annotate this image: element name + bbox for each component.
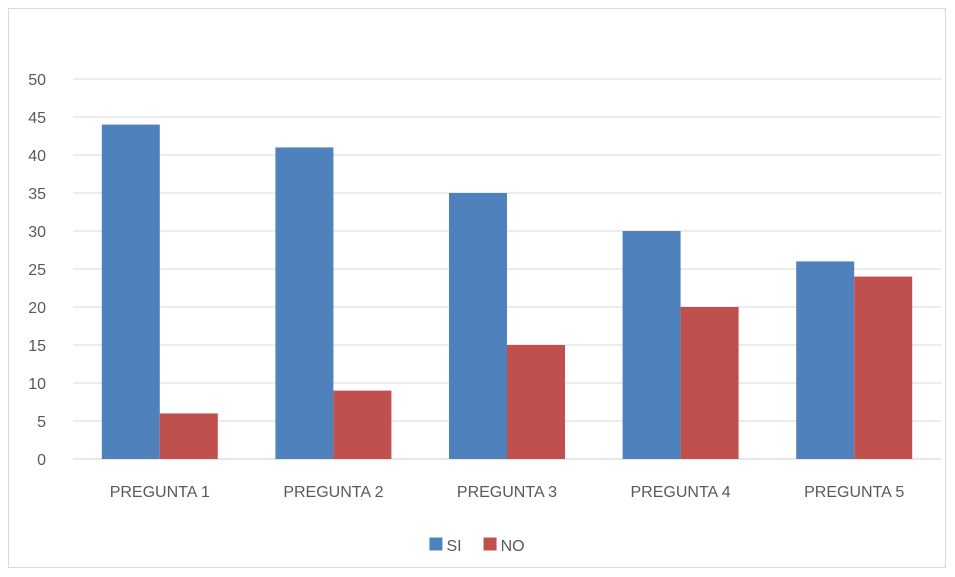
y-tick-label: 45 (28, 110, 46, 127)
bar-no-5 (854, 276, 913, 459)
y-tick-label: 5 (37, 414, 46, 431)
y-axis-ticks: 0 5 10 15 20 25 30 35 40 45 50 (28, 72, 46, 469)
y-tick-label: 30 (28, 224, 46, 241)
y-tick-label: 25 (28, 262, 46, 279)
y-tick-label: 40 (28, 148, 46, 165)
legend-swatch-si (429, 537, 443, 551)
bar-no-1 (159, 413, 218, 459)
bar-si-1 (101, 124, 160, 459)
legend-swatch-no (483, 537, 497, 551)
legend-label-no: NO (501, 538, 525, 555)
bar-si-5 (796, 261, 855, 459)
y-tick-label: 35 (28, 186, 46, 203)
x-tick-label: PREGUNTA 2 (283, 484, 383, 501)
bar-si-4 (622, 231, 681, 459)
x-tick-label: PREGUNTA 5 (804, 484, 904, 501)
x-tick-label: PREGUNTA 1 (110, 484, 210, 501)
bar-si-2 (275, 147, 334, 459)
y-tick-label: 50 (28, 72, 46, 89)
legend-label-si: SI (446, 538, 461, 555)
y-tick-label: 10 (28, 376, 46, 393)
bar-no-3 (507, 345, 565, 459)
x-tick-label: PREGUNTA 4 (631, 484, 731, 501)
y-tick-label: 15 (28, 338, 46, 355)
bar-no-4 (680, 307, 739, 459)
legend: SI NO (429, 537, 525, 555)
bar-no-2 (333, 390, 392, 459)
y-tick-label: 0 (37, 452, 46, 469)
bar-si-3 (449, 193, 507, 459)
bars (101, 124, 913, 459)
y-tick-label: 20 (28, 300, 46, 317)
x-tick-label: PREGUNTA 3 (457, 484, 557, 501)
x-axis-ticks: PREGUNTA 1 PREGUNTA 2 PREGUNTA 3 PREGUNTA 4… (110, 484, 905, 501)
